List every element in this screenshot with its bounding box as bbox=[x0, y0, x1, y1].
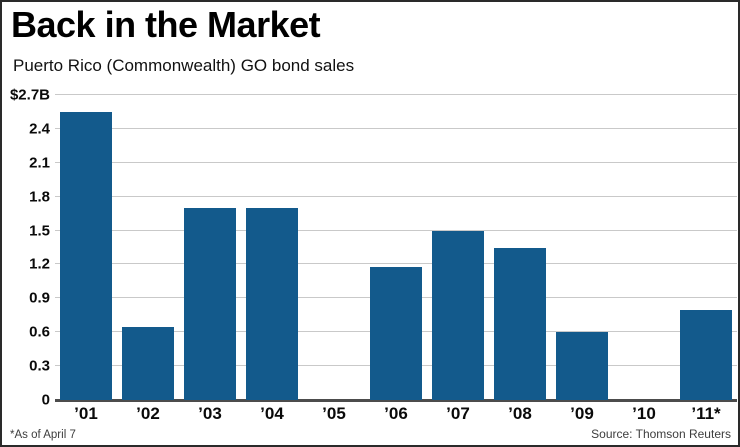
bar-slot bbox=[427, 95, 489, 400]
x-tick-label: ’11* bbox=[691, 404, 721, 423]
y-tick-label: 0 bbox=[41, 391, 50, 409]
gridline bbox=[55, 229, 737, 231]
x-tick-label: ’09 bbox=[570, 404, 594, 423]
bar bbox=[431, 230, 485, 400]
x-tick-label: ’10 bbox=[632, 404, 656, 423]
bar bbox=[493, 247, 547, 400]
bar-slot bbox=[675, 95, 737, 400]
gridline bbox=[55, 127, 737, 129]
y-tick-label: 2.1 bbox=[29, 154, 50, 172]
bar-slot bbox=[179, 95, 241, 400]
bar bbox=[369, 266, 423, 400]
y-tick-label: 0.3 bbox=[29, 357, 50, 375]
x-tick-label: ’04 bbox=[260, 404, 284, 423]
bar bbox=[245, 207, 299, 400]
y-tick-label: 1.2 bbox=[29, 255, 50, 273]
bar-slot bbox=[489, 95, 551, 400]
gridline bbox=[55, 263, 737, 265]
bar-slot bbox=[303, 95, 365, 400]
bar bbox=[121, 326, 175, 400]
bar bbox=[679, 309, 733, 400]
y-tick-label: 2.4 bbox=[29, 120, 50, 138]
x-tick-label: ’03 bbox=[198, 404, 222, 423]
chart-title: Back in the Market bbox=[11, 4, 321, 45]
source-credit: Source: Thomson Reuters bbox=[591, 427, 731, 441]
x-tick-label: ’02 bbox=[136, 404, 160, 423]
bar-slot bbox=[613, 95, 675, 400]
bar bbox=[183, 207, 237, 400]
plot-area bbox=[55, 94, 737, 402]
x-tick-label: ’01 bbox=[74, 404, 98, 423]
y-tick-label: 1.8 bbox=[29, 188, 50, 206]
bar-slot bbox=[241, 95, 303, 400]
x-axis-baseline bbox=[55, 399, 737, 402]
y-tick-label: 1.5 bbox=[29, 222, 50, 240]
gridline bbox=[55, 161, 737, 163]
gridline bbox=[55, 94, 737, 95]
gridline bbox=[55, 195, 737, 197]
y-tick-label: 0.9 bbox=[29, 289, 50, 307]
bar-slot bbox=[55, 95, 117, 400]
x-tick-label: ’05 bbox=[322, 404, 346, 423]
bar bbox=[555, 332, 609, 400]
y-tick-label: $2.7B bbox=[9, 86, 50, 104]
bar-slot bbox=[551, 95, 613, 400]
bar-slot bbox=[117, 95, 179, 400]
x-axis-labels: ’01 ’02 ’03 ’04 ’05 ’06 ’07 ’08 ’09 ’10 ’11* bbox=[55, 404, 737, 424]
y-tick-label: 0.6 bbox=[29, 323, 50, 341]
footnote: *As of April 7 bbox=[10, 429, 76, 441]
chart-subtitle: Puerto Rico (Commonwealth) GO bond sales bbox=[13, 56, 355, 75]
x-tick-label: ’07 bbox=[446, 404, 470, 423]
bar bbox=[59, 111, 113, 400]
x-tick-label: ’08 bbox=[508, 404, 532, 423]
y-axis-labels: 0 0.3 0.6 0.9 1.2 1.5 1.8 2.1 2.4 $2.7B bbox=[2, 87, 52, 409]
bars-container bbox=[55, 95, 737, 400]
bar-slot bbox=[365, 95, 427, 400]
x-tick-label: ’06 bbox=[384, 404, 408, 423]
